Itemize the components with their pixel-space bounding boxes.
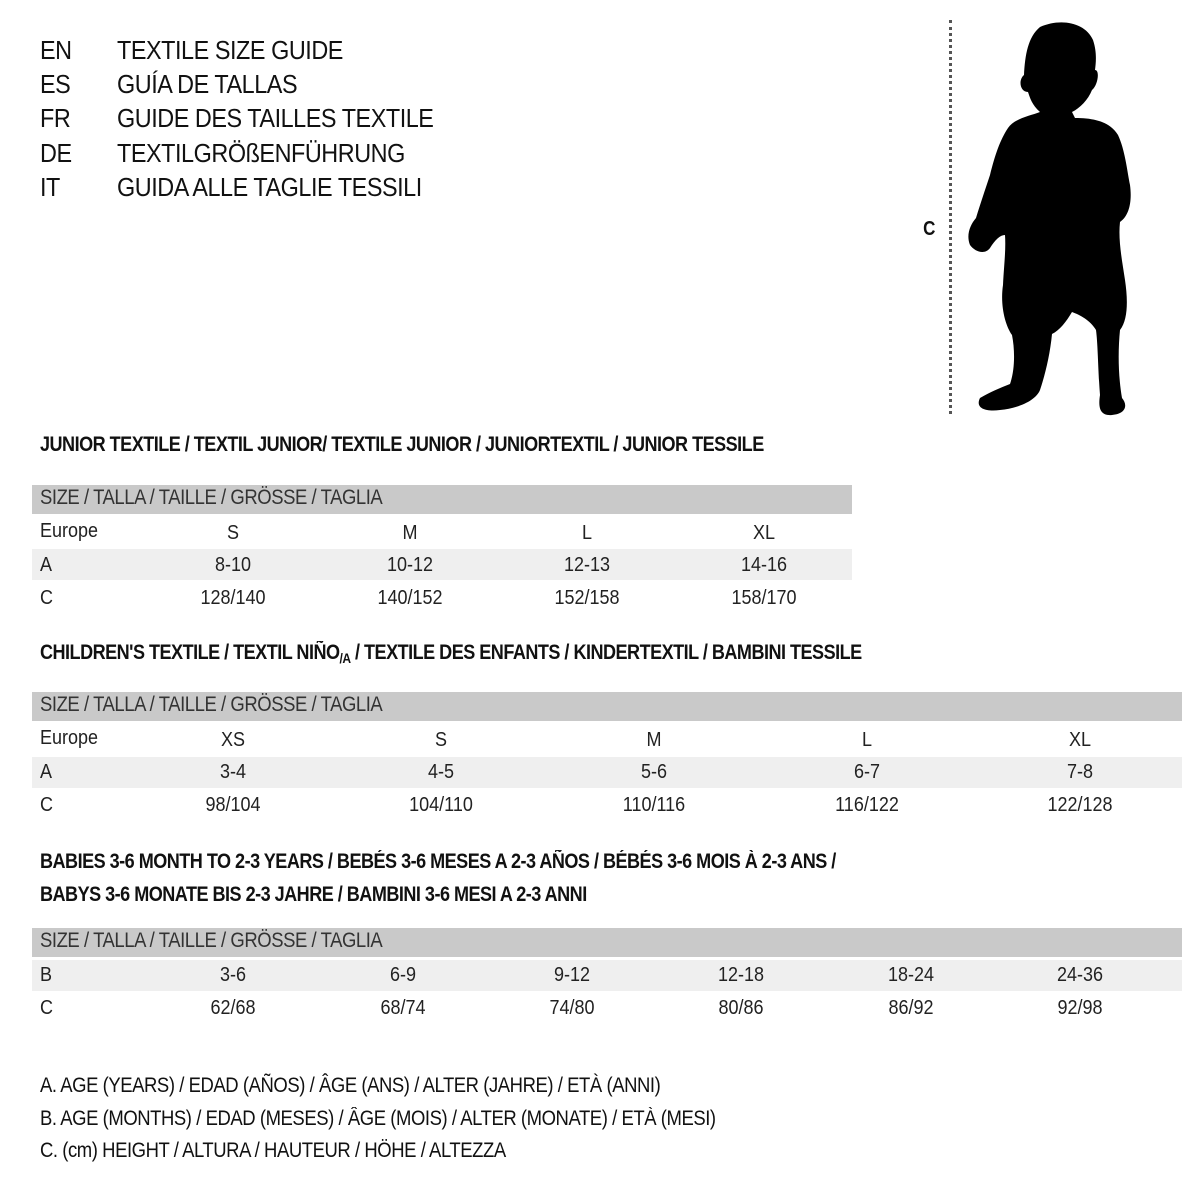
legend-a: A. AGE (YEARS) / EDAD (AÑOS) / ÂGE (ANS)… xyxy=(40,1074,661,1097)
table-cell: 3-4 xyxy=(219,761,247,783)
lang-code: IT xyxy=(40,172,60,202)
table-cell: XL xyxy=(1068,729,1092,751)
junior-table-header: SIZE / TALLA / TAILLE / GRÖSSE / TAGLIA xyxy=(32,485,852,514)
table-cell: 6-9 xyxy=(389,964,417,986)
table-cell: 116/122 xyxy=(835,794,899,816)
lang-title: GUIDA ALLE TAGLIE TESSILI xyxy=(117,172,422,202)
table-cell: L xyxy=(861,729,873,751)
table-cell: 3-6 xyxy=(219,964,247,986)
table-cell: 12-18 xyxy=(717,964,765,986)
table-cell: M xyxy=(646,729,662,751)
table-cell: 5-6 xyxy=(640,761,668,783)
lang-title: GUÍA DE TALLAS xyxy=(117,69,298,99)
table-header-label: SIZE / TALLA / TAILLE / GRÖSSE / TAGLIA xyxy=(40,693,383,716)
lang-code: EN xyxy=(40,35,72,65)
row-label: Europe xyxy=(40,520,99,542)
babies-table-header: SIZE / TALLA / TAILLE / GRÖSSE / TAGLIA xyxy=(32,928,1182,957)
table-cell: 68/74 xyxy=(380,997,426,1019)
lang-code: ES xyxy=(40,69,71,99)
babies-heading-line2: BABYS 3-6 MONATE BIS 2-3 JAHRE / BAMBINI… xyxy=(40,883,587,906)
table-cell: L xyxy=(581,522,593,544)
row-label: C xyxy=(40,587,54,609)
row-label: B xyxy=(40,964,53,986)
table-cell: S xyxy=(434,729,448,751)
table-cell: 4-5 xyxy=(427,761,455,783)
table-cell: 152/158 xyxy=(554,587,620,609)
table-cell: 14-16 xyxy=(740,554,788,576)
table-cell: 24-36 xyxy=(1056,964,1104,986)
table-header-label: SIZE / TALLA / TAILLE / GRÖSSE / TAGLIA xyxy=(40,929,383,952)
row-band xyxy=(32,960,1182,991)
lang-code: FR xyxy=(40,103,71,133)
children-heading: CHILDREN'S TEXTILE / TEXTIL NIÑO/A / TEX… xyxy=(40,640,862,671)
table-cell: 98/104 xyxy=(205,794,261,816)
row-label: A xyxy=(40,761,53,783)
legend-b: B. AGE (MONTHS) / EDAD (MESES) / ÂGE (MO… xyxy=(40,1107,716,1130)
table-cell: 158/170 xyxy=(731,587,797,609)
table-cell: 122/128 xyxy=(1047,794,1113,816)
table-cell: 104/110 xyxy=(409,794,473,816)
heading-text: CHILDREN'S TEXTILE / TEXTIL NIÑO xyxy=(40,641,340,664)
table-cell: 6-7 xyxy=(853,761,881,783)
child-silhouette-icon xyxy=(968,22,1131,416)
heading-text: / TEXTILE DES ENFANTS / KINDERTEXTIL / B… xyxy=(350,641,862,664)
table-cell: XS xyxy=(220,729,246,751)
height-dotted-line xyxy=(949,20,952,414)
babies-heading-line1: BABIES 3-6 MONTH TO 2-3 YEARS / BEBÉS 3-… xyxy=(40,850,836,873)
table-cell: 10-12 xyxy=(386,554,434,576)
table-cell: 128/140 xyxy=(200,587,266,609)
children-table-header: SIZE / TALLA / TAILLE / GRÖSSE / TAGLIA xyxy=(32,692,1182,721)
row-label: A xyxy=(40,554,53,576)
table-cell: 62/68 xyxy=(210,997,256,1019)
heading-subscript: /A xyxy=(339,650,352,666)
table-cell: 140/152 xyxy=(377,587,443,609)
table-cell: 110/116 xyxy=(622,794,686,816)
table-cell: M xyxy=(402,522,418,544)
table-cell: 92/98 xyxy=(1057,997,1103,1019)
table-cell: XL xyxy=(752,522,776,544)
table-cell: 86/92 xyxy=(888,997,934,1019)
table-cell: 80/86 xyxy=(718,997,764,1019)
lang-code: DE xyxy=(40,138,72,168)
row-label: C xyxy=(40,794,54,816)
table-cell: S xyxy=(226,522,240,544)
legend-c: C. (cm) HEIGHT / ALTURA / HAUTEUR / HÖHE… xyxy=(40,1139,506,1162)
row-label: C xyxy=(40,997,54,1019)
row-label: Europe xyxy=(40,727,99,749)
lang-title: TEXTILGRÖßENFÜHRUNG xyxy=(117,138,405,168)
row-band xyxy=(32,757,1182,788)
table-header-label: SIZE / TALLA / TAILLE / GRÖSSE / TAGLIA xyxy=(40,486,383,509)
table-cell: 12-13 xyxy=(563,554,611,576)
table-cell: 7-8 xyxy=(1066,761,1094,783)
row-band xyxy=(32,549,852,580)
table-cell: 8-10 xyxy=(214,554,252,576)
junior-heading: JUNIOR TEXTILE / TEXTIL JUNIOR/ TEXTILE … xyxy=(40,433,764,456)
table-cell: 74/80 xyxy=(549,997,595,1019)
height-label: C xyxy=(923,218,936,240)
table-cell: 9-12 xyxy=(553,964,591,986)
lang-title: TEXTILE SIZE GUIDE xyxy=(117,35,343,65)
lang-title: GUIDE DES TAILLES TEXTILE xyxy=(117,103,434,133)
table-cell: 18-24 xyxy=(887,964,935,986)
